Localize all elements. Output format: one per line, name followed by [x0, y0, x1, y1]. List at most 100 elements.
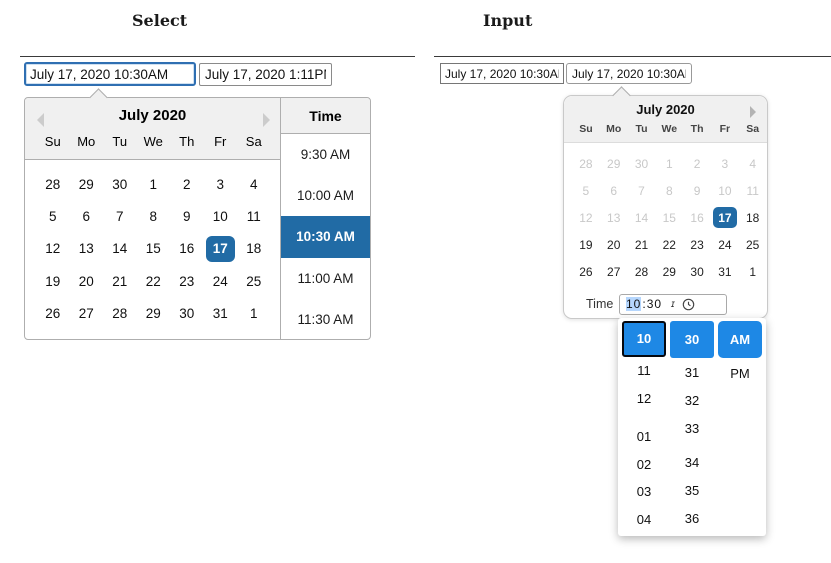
day-cell[interactable]: 29: [145, 306, 161, 322]
day-cell[interactable]: 1: [149, 176, 157, 192]
day-cell[interactable]: 20: [607, 237, 621, 252]
dropdown-option[interactable]: 31: [684, 364, 700, 380]
time-option[interactable]: 11:30 AM: [297, 311, 354, 327]
meridiem-marker: ɪ: [671, 298, 675, 310]
dropdown-option[interactable]: 10: [622, 321, 666, 357]
dropdown-option[interactable]: 02: [636, 456, 652, 472]
divider: [434, 56, 831, 57]
day-cell[interactable]: 7: [115, 209, 124, 225]
dropdown-option[interactable]: 03: [636, 484, 652, 500]
day-cell: 13: [607, 210, 621, 225]
day-cell[interactable]: 21: [112, 273, 128, 289]
dropdown-option[interactable]: 36: [684, 511, 700, 527]
day-cell[interactable]: 17: [711, 204, 739, 231]
day-cell[interactable]: 30: [179, 306, 195, 322]
day-cell[interactable]: 30: [690, 264, 704, 279]
day-cell[interactable]: 26: [45, 306, 61, 322]
day-cell[interactable]: 19: [579, 237, 593, 252]
day-cell[interactable]: 25: [746, 237, 760, 252]
day-cell[interactable]: 6: [82, 209, 90, 225]
time-input[interactable]: 10 : 30 ɪ: [619, 293, 727, 315]
dropdown-option[interactable]: PM: [730, 365, 750, 381]
calendar-header: July 2020 Su Mo Tu We Th Fr Sa: [25, 98, 280, 160]
select-start-datetime-input[interactable]: [24, 62, 196, 86]
day-cell[interactable]: 28: [112, 306, 128, 322]
day-cell[interactable]: 11: [246, 209, 261, 225]
dropdown-option[interactable]: 12: [636, 390, 652, 406]
clock-icon[interactable]: [682, 298, 695, 311]
day-cell[interactable]: 28: [634, 264, 649, 279]
time-option[interactable]: 10:30 AM: [281, 216, 370, 258]
day-cell[interactable]: 18: [246, 241, 262, 257]
dropdown-option[interactable]: 35: [684, 482, 700, 498]
day-cell[interactable]: 23: [179, 273, 195, 289]
hour-segment[interactable]: 10: [626, 297, 642, 311]
day-cell[interactable]: 19: [45, 273, 61, 289]
input-end-datetime-input[interactable]: [566, 63, 692, 84]
time-option[interactable]: 11:00 AM: [297, 270, 354, 286]
day-cell[interactable]: 24: [718, 237, 732, 252]
day-cell[interactable]: 14: [112, 241, 128, 257]
dropdown-option[interactable]: 32: [684, 392, 700, 408]
day-cell[interactable]: 23: [690, 237, 704, 252]
day-names-row: Su Mo Tu We Th Fr Sa: [572, 123, 767, 135]
select-section-title: Select: [132, 11, 188, 30]
day-cell: 10: [718, 183, 732, 198]
day-cell[interactable]: 28: [45, 176, 61, 192]
calendar-header: July 2020 Su Mo Tu We Th Fr Sa: [564, 96, 767, 143]
day-cell[interactable]: 31: [718, 264, 732, 279]
day-cell[interactable]: 1: [249, 306, 258, 322]
select-end-datetime-input[interactable]: [199, 63, 332, 86]
dropdown-option[interactable]: 04: [636, 511, 652, 527]
time-label: Time: [586, 297, 614, 311]
day-cell[interactable]: 3: [216, 176, 224, 192]
day-cell[interactable]: 16: [179, 241, 195, 257]
input-start-datetime-input[interactable]: [440, 63, 564, 84]
day-cell[interactable]: 5: [48, 209, 57, 225]
day-cell[interactable]: 26: [579, 264, 593, 279]
calendar-week: 5 6 7 8 9 10 11: [572, 177, 767, 204]
minute-segment[interactable]: 30: [646, 297, 663, 311]
day-cell[interactable]: 24: [212, 273, 228, 289]
day-cell[interactable]: 29: [78, 176, 94, 192]
day-cell[interactable]: 17: [204, 233, 238, 265]
day-cell[interactable]: 12: [45, 241, 61, 257]
day-cell[interactable]: 20: [78, 273, 94, 289]
day-cell[interactable]: 18: [746, 210, 760, 225]
day-cell[interactable]: 30: [112, 176, 128, 192]
input-section-title: Input: [483, 11, 533, 30]
day-cell[interactable]: 22: [145, 273, 161, 289]
day-cell[interactable]: 31: [212, 306, 228, 322]
day-cell[interactable]: 10: [212, 209, 228, 225]
dropdown-option[interactable]: 01: [636, 429, 652, 445]
day-cell[interactable]: 2: [182, 176, 191, 192]
day-cell[interactable]: 15: [145, 241, 161, 257]
day-cell[interactable]: 21: [634, 237, 649, 252]
day-cell[interactable]: 27: [607, 264, 621, 279]
dropdown-option[interactable]: 30: [670, 321, 714, 358]
calendar-week: 28 29 30 1 2 3 4: [36, 168, 271, 200]
dropdown-option[interactable]: AM: [718, 321, 762, 358]
day-cell[interactable]: 22: [662, 237, 676, 252]
day-cell[interactable]: 29: [662, 264, 676, 279]
day-cell[interactable]: 25: [246, 273, 262, 289]
day-cell[interactable]: 13: [78, 241, 94, 257]
chevron-right-icon[interactable]: [750, 106, 756, 118]
day-name: Th: [690, 123, 704, 135]
day-cell[interactable]: 27: [78, 306, 94, 322]
day-cell[interactable]: 8: [149, 209, 157, 225]
day-cell[interactable]: 9: [182, 209, 191, 225]
dropdown-option[interactable]: 11: [637, 363, 651, 379]
day-name: Fr: [214, 134, 227, 149]
time-option[interactable]: 9:30 AM: [300, 147, 351, 163]
dropdown-option[interactable]: 33: [684, 421, 700, 437]
day-cell: 28: [579, 156, 593, 171]
time-option[interactable]: 10:00 AM: [296, 188, 355, 204]
dropdown-option[interactable]: 34: [684, 454, 700, 470]
chevron-right-icon[interactable]: [263, 113, 270, 127]
time-separator: :: [642, 297, 646, 311]
day-cell[interactable]: 4: [249, 176, 258, 192]
calendar-week: 19 20 21 22 23 24 25: [572, 231, 767, 258]
day-cell[interactable]: 1: [749, 264, 757, 279]
chevron-left-icon[interactable]: [37, 113, 44, 127]
